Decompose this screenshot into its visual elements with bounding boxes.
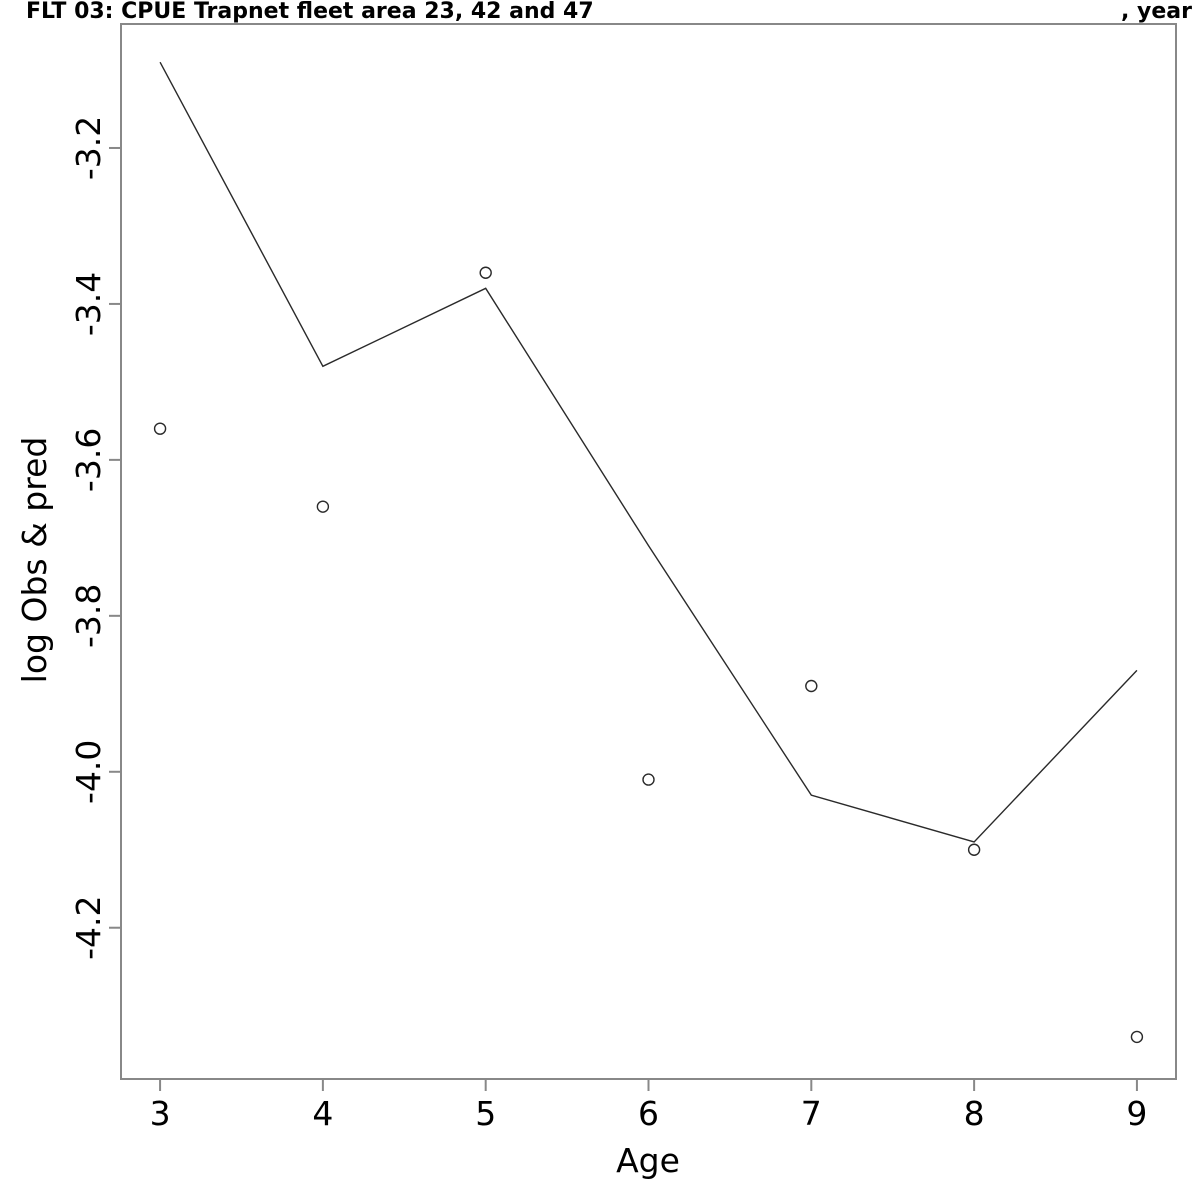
x-tick-label: 7	[801, 1094, 822, 1133]
y-tick-label: -3.8	[69, 584, 108, 648]
observed-point	[642, 773, 655, 786]
x-tick-label: 4	[312, 1094, 333, 1133]
y-tick-label: -4.2	[69, 896, 108, 960]
y-tick-label: -3.2	[69, 116, 108, 180]
x-tick-label: 8	[964, 1094, 985, 1133]
predicted-series	[159, 61, 1138, 843]
observed-point	[316, 500, 330, 513]
observed-point	[967, 843, 981, 856]
plot-border	[120, 23, 1177, 1080]
y-axis-label: log Obs & pred	[15, 437, 54, 684]
plot-title-left: FLT 03: CPUE Trapnet fleet area 23, 42 a…	[26, 0, 594, 24]
x-tick-label: 3	[150, 1094, 171, 1133]
y-tick-label: -3.4	[69, 272, 108, 336]
x-tick-label: 9	[1126, 1094, 1147, 1133]
x-tick-label: 5	[475, 1094, 496, 1133]
observed-point	[1130, 1030, 1144, 1044]
plot-title-right: , year	[1121, 0, 1192, 24]
y-axis: -3.2 -3.4 -3.6 -3.8 -4.0 -4.2	[69, 116, 121, 960]
x-axis-label: Age	[616, 1141, 680, 1180]
observed-point	[479, 266, 492, 279]
y-tick-label: -3.6	[69, 428, 108, 492]
observed-series	[153, 266, 1144, 1044]
x-tick-label: 6	[638, 1094, 659, 1133]
observed-point	[153, 422, 167, 435]
x-axis: 3 4 5 6 7 8 9	[150, 1079, 1147, 1133]
observed-point	[805, 679, 818, 693]
y-tick-label: -4.0	[69, 740, 108, 804]
predicted-line	[159, 61, 1138, 843]
